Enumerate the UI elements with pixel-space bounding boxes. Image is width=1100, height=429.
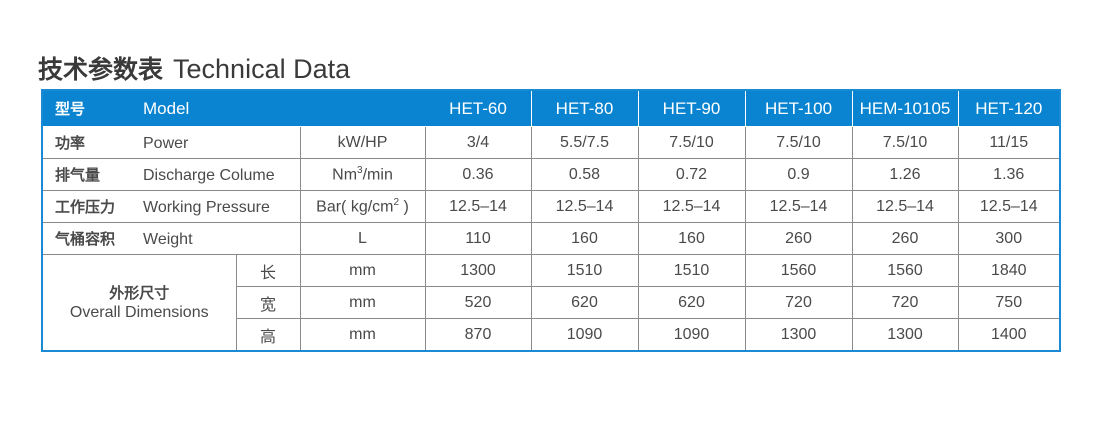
value-cell: 260 — [744, 222, 853, 255]
value-cell: 0.58 — [530, 158, 639, 191]
value-cell: 1090 — [637, 318, 746, 352]
value-cell: 12.5–14 — [637, 190, 746, 223]
value-cell: 1840 — [957, 254, 1061, 287]
value-cell: 870 — [424, 318, 532, 352]
value-cell: 160 — [530, 222, 639, 255]
model-header: HET-80 — [530, 90, 639, 127]
value-cell: 300 — [957, 222, 1061, 255]
unit-cell: Bar( kg/cm2 ) — [299, 190, 426, 223]
table-row: 宽 mm 520 620 620 720 720 750 — [42, 286, 1061, 319]
title-en: Technical Data — [173, 54, 351, 84]
value-cell: 1560 — [744, 254, 853, 287]
unit-cell: mm — [299, 318, 426, 352]
model-header: HEM-10105 — [851, 90, 959, 127]
row-label: 排气量 Discharge Colume — [41, 158, 300, 191]
row-label: 气桶容积 Weight — [41, 222, 300, 255]
model-label: 型号 Model — [41, 90, 426, 127]
technical-data-table: 型号 Model HET-60 HET-80 HET-90 HET-100 HEM… — [41, 89, 1061, 352]
unit-cell: mm — [299, 286, 426, 319]
value-cell: 7.5/10 — [851, 126, 959, 159]
unit-cell: kW/HP — [299, 126, 426, 159]
model-header: HET-90 — [637, 90, 746, 127]
dimension-label: 宽 — [235, 286, 301, 319]
value-cell: 0.36 — [424, 158, 532, 191]
table-row: 高 mm 870 1090 1090 1300 1300 1400 — [42, 318, 1061, 352]
value-cell: 750 — [957, 286, 1061, 319]
value-cell: 1400 — [957, 318, 1061, 352]
value-cell: 520 — [424, 286, 532, 319]
value-cell: 720 — [744, 286, 853, 319]
unit-cell: Nm3/min — [299, 158, 426, 191]
title-cn: 技术参数表 — [38, 55, 164, 84]
model-header: HET-60 — [424, 90, 532, 127]
value-cell: 0.72 — [637, 158, 746, 191]
table-row: 功率 Power kW/HP 3/4 5.5/7.5 7.5/10 7.5/10 7.5/10… — [41, 126, 1061, 159]
value-cell: 620 — [637, 286, 746, 319]
value-cell: 1090 — [530, 318, 639, 352]
value-cell: 5.5/7.5 — [530, 126, 639, 159]
table-row: 排气量 Discharge Colume Nm3/min 0.36 0.58 0.72 0.… — [41, 158, 1061, 191]
value-cell: 12.5–14 — [744, 190, 853, 223]
value-cell: 1560 — [851, 254, 959, 287]
value-cell: 620 — [530, 286, 639, 319]
value-cell: 110 — [424, 222, 532, 255]
value-cell: 1510 — [530, 254, 639, 287]
value-cell: 12.5–14 — [851, 190, 959, 223]
value-cell: 7.5/10 — [744, 126, 853, 159]
table-row: 外形尺寸 Overall Dimensions 长 mm 1300 1510 1510 156… — [41, 254, 1061, 352]
model-header: HET-100 — [744, 90, 853, 127]
value-cell: 11/15 — [957, 126, 1061, 159]
table-row: 工作压力 Working Pressure Bar( kg/cm2 ) 12.5–14… — [41, 190, 1061, 223]
value-cell: 1.26 — [851, 158, 959, 191]
row-label: 工作压力 Working Pressure — [41, 190, 300, 223]
unit-cell: L — [299, 222, 426, 255]
value-cell: 7.5/10 — [637, 126, 746, 159]
value-cell: 720 — [851, 286, 959, 319]
value-cell: 12.5–14 — [957, 190, 1061, 223]
value-cell: 0.9 — [744, 158, 853, 191]
unit-cell: mm — [299, 254, 426, 287]
value-cell: 1.36 — [957, 158, 1061, 191]
value-cell: 1300 — [424, 254, 532, 287]
header-row: 型号 Model HET-60 HET-80 HET-90 HET-100 HEM… — [41, 90, 1061, 127]
dimension-label: 高 — [235, 318, 301, 352]
value-cell: 260 — [851, 222, 959, 255]
dimension-label: 长 — [235, 254, 301, 287]
dimensions-label: 外形尺寸 Overall Dimensions — [41, 254, 237, 352]
table-row: 气桶容积 Weight L 110 160 160 260 260 300 — [41, 222, 1061, 255]
value-cell: 1510 — [637, 254, 746, 287]
value-cell: 1300 — [744, 318, 853, 352]
row-label: 功率 Power — [41, 126, 300, 159]
value-cell: 1300 — [851, 318, 959, 352]
value-cell: 160 — [637, 222, 746, 255]
model-header: HET-120 — [957, 90, 1061, 127]
page-title: 技术参数表 Technical Data — [38, 50, 350, 86]
value-cell: 12.5–14 — [424, 190, 532, 223]
value-cell: 12.5–14 — [530, 190, 639, 223]
value-cell: 3/4 — [424, 126, 532, 159]
